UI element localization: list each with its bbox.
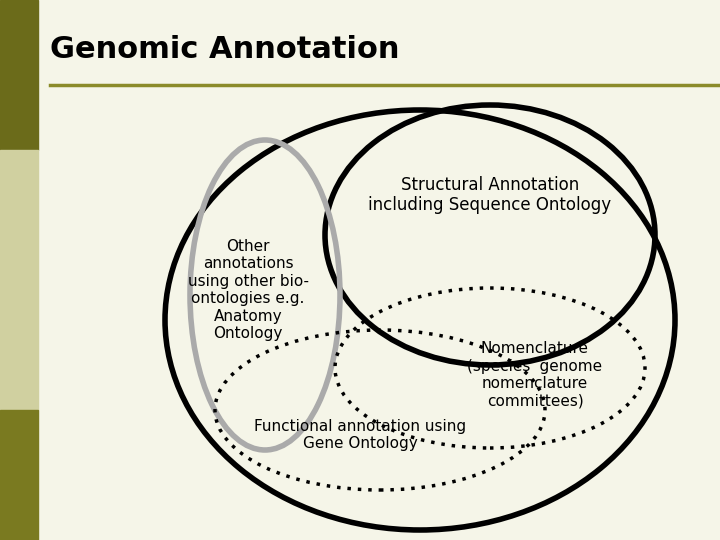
Text: Other
annotations
using other bio-
ontologies e.g.
Anatomy
Ontology: Other annotations using other bio- ontol…	[187, 239, 308, 341]
Bar	[0, 0, 38, 150]
Text: Nomenclature
(species' genome
nomenclature
committees): Nomenclature (species' genome nomenclatu…	[467, 341, 603, 409]
Text: Functional annotation using
Gene Ontology: Functional annotation using Gene Ontolog…	[254, 419, 466, 451]
Bar	[0, 150, 38, 410]
Text: Genomic Annotation: Genomic Annotation	[50, 35, 400, 64]
Bar	[0, 410, 38, 540]
Text: Structural Annotation
including Sequence Ontology: Structural Annotation including Sequence…	[369, 176, 611, 214]
